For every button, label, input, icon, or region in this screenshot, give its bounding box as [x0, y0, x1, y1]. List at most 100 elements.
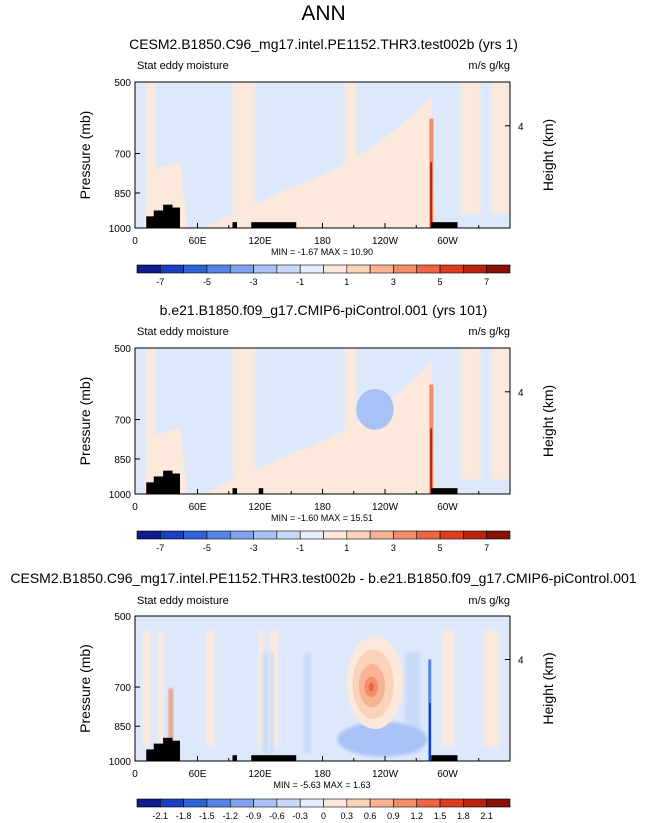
colorbar-box: [486, 798, 511, 808]
colorbar-label: 1.2: [410, 811, 423, 821]
colorbar-box: [253, 264, 278, 274]
colorbar-label: 1: [344, 543, 349, 553]
colorbar-label: -1: [296, 543, 304, 553]
negative-region: [337, 721, 428, 757]
colorbar-label: -0.6: [269, 811, 285, 821]
y-tick-label: 850: [114, 189, 131, 200]
x-tick-label: 120E: [248, 769, 272, 780]
colorbar-label: 5: [438, 277, 443, 287]
x-tick-label: 180: [314, 769, 331, 780]
colorbar-box: [416, 530, 441, 540]
colorbar-label: -7: [156, 277, 164, 287]
topography: [153, 743, 165, 761]
colorbar-box: [183, 798, 208, 808]
negative-streak: [270, 652, 274, 754]
colorbar-label: 3: [391, 277, 396, 287]
colorbar-label: -5: [203, 277, 211, 287]
x-tick-label: 120W: [372, 236, 399, 247]
panel-3-field: [135, 616, 510, 761]
x-tick-label: 60W: [437, 769, 458, 780]
colorbar-box: [346, 530, 371, 540]
positive-streak: [491, 82, 510, 214]
colorbar-box: [369, 530, 394, 540]
y-tick-label: 700: [114, 683, 131, 694]
colorbar-box: [299, 798, 324, 808]
colorbar-box: [486, 530, 511, 540]
andes-max-core: [430, 428, 433, 494]
colorbar-label: 5: [438, 543, 443, 553]
colorbar-label: -1.8: [176, 811, 192, 821]
y-right-axis-label: Height (km): [540, 652, 556, 724]
colorbar-box: [206, 798, 231, 808]
colorbar-box: [136, 798, 161, 808]
min-max-stats: MIN = -5.63 MAX = 1.63: [273, 780, 370, 790]
panel-3-subtitle: Stat eddy moisture: [137, 595, 229, 607]
colorbar-box: [160, 530, 184, 540]
positive-region: [202, 362, 435, 494]
topography: [251, 222, 297, 228]
topography: [251, 755, 297, 761]
positive-max-core: [368, 682, 374, 692]
x-tick-label: 60E: [189, 769, 207, 780]
colorbar-label: -1.5: [199, 811, 215, 821]
x-tick-label: 60E: [189, 502, 207, 513]
y-tick-label: 500: [114, 344, 131, 355]
x-tick-label: 120E: [248, 236, 272, 247]
y-tick-label: 500: [114, 612, 131, 623]
positive-streak: [345, 82, 357, 214]
topography: [172, 746, 179, 761]
y-axis-label: Pressure (mb): [77, 377, 93, 466]
topography: [172, 479, 179, 494]
colorbar-label: -7: [156, 543, 164, 553]
negative-streak: [303, 652, 312, 754]
positive-streak: [206, 630, 214, 747]
colorbar-box: [346, 264, 371, 274]
colorbar-box: [323, 798, 348, 808]
colorbar-box: [463, 798, 487, 808]
panel-2-subtitle: Stat eddy moisture: [137, 326, 229, 338]
colorbar-box: [229, 530, 254, 540]
topography: [258, 488, 264, 494]
colorbar-label: 1.8: [457, 811, 470, 821]
topography: [431, 488, 458, 494]
x-tick-label: 120E: [248, 502, 272, 513]
min-max-stats: MIN = -1.60 MAX = 15.51: [271, 513, 373, 523]
colorbar-label: 7: [484, 277, 489, 287]
colorbar-box: [463, 264, 487, 274]
colorbar-label: 0: [321, 811, 326, 821]
y-right-tick-label: 4: [518, 656, 524, 667]
colorbar-box: [276, 264, 301, 274]
panel-1-title: CESM2.B1850.C96_mg17.intel.PE1152.THR3.t…: [129, 36, 518, 52]
y-right-tick-label: 4: [518, 122, 524, 133]
colorbar-box: [276, 798, 301, 808]
y-tick-label: 850: [114, 455, 131, 466]
topography: [232, 488, 237, 494]
colorbar-label: -3: [250, 277, 258, 287]
colorbar-box: [393, 264, 418, 274]
topography: [431, 755, 458, 761]
positive-streak: [442, 630, 454, 747]
y-tick-label: 1000: [109, 224, 132, 235]
colorbar-label: 1.5: [434, 811, 447, 821]
andes-min-core: [429, 703, 431, 761]
colorbar-box: [416, 798, 441, 808]
panel-3-plot: 500 700 850 1000 4 0 60E 120E 180 120W 60W Pressure…: [77, 612, 556, 821]
y-axis-label: Pressure (mb): [77, 644, 93, 733]
colorbar-box: [299, 264, 324, 274]
panel-1-field: [135, 82, 510, 228]
colorbar-box: [229, 264, 254, 274]
topography: [232, 222, 237, 228]
x-tick-label: 180: [314, 502, 331, 513]
y-tick-label: 500: [114, 78, 131, 89]
panel-2-units: m/s g/kg: [468, 326, 510, 338]
panel-1-units: m/s g/kg: [468, 60, 510, 72]
colorbar-box: [206, 264, 231, 274]
positive-streak: [461, 348, 480, 480]
colorbar-label: -3: [250, 543, 258, 553]
y-right-tick-label: 4: [518, 388, 524, 399]
topography: [172, 213, 179, 228]
colorbar-box: [439, 530, 464, 540]
positive-streak: [168, 688, 173, 761]
colorbar-label: 0.6: [364, 811, 377, 821]
